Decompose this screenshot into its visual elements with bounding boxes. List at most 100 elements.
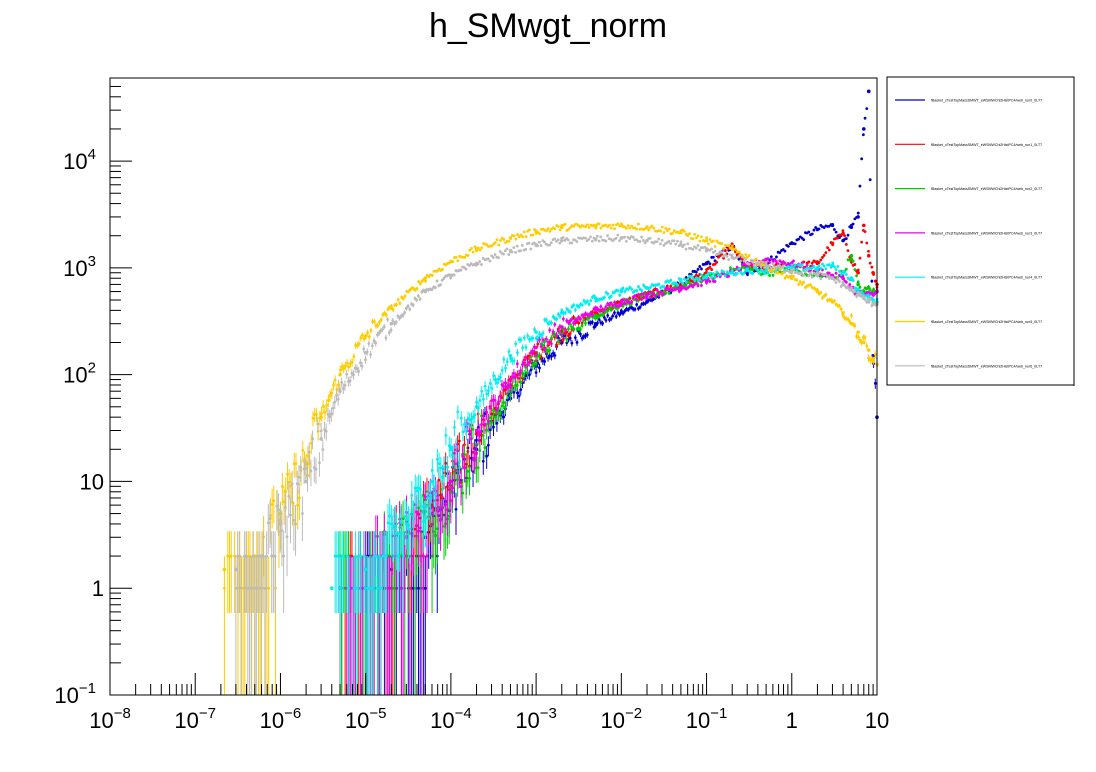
data-point — [537, 240, 541, 244]
data-point — [616, 289, 620, 293]
data-point — [628, 226, 632, 230]
data-point — [222, 567, 227, 572]
data-point — [667, 291, 671, 295]
data-point — [821, 256, 824, 259]
data-point — [616, 233, 620, 237]
data-point — [568, 336, 572, 340]
data-point — [223, 586, 226, 590]
data-point — [686, 277, 690, 281]
data-point — [637, 285, 640, 289]
data-point — [642, 292, 645, 296]
data-point — [326, 412, 330, 416]
data-point — [769, 257, 773, 261]
data-point — [575, 240, 579, 244]
data-point — [430, 479, 434, 484]
data-point — [413, 527, 417, 531]
data-point — [418, 297, 422, 301]
data-point — [425, 554, 429, 558]
data-point — [577, 321, 581, 325]
data-point — [277, 508, 280, 512]
data-point — [482, 397, 485, 401]
data-point — [601, 313, 604, 317]
data-point — [713, 276, 717, 279]
data-point — [718, 272, 722, 276]
data-point — [683, 229, 686, 233]
data-point — [456, 478, 460, 481]
data-point — [394, 320, 398, 324]
data-point — [480, 263, 483, 266]
data-point — [541, 338, 545, 342]
data-point — [401, 554, 405, 558]
data-point — [341, 387, 345, 390]
data-point — [608, 223, 611, 227]
data-point — [345, 361, 349, 365]
data-point — [563, 328, 567, 331]
data-point — [408, 288, 412, 292]
data-point — [417, 280, 421, 284]
data-point — [659, 229, 663, 233]
data-point — [468, 476, 471, 480]
data-point — [488, 406, 492, 410]
data-point — [468, 429, 471, 433]
data-point — [597, 239, 601, 243]
data-point — [329, 586, 334, 591]
data-point — [454, 445, 458, 449]
data-point — [768, 261, 772, 264]
data-point — [704, 261, 709, 266]
data-point — [371, 586, 375, 590]
data-point — [363, 334, 368, 338]
data-point — [665, 284, 669, 288]
data-point — [657, 283, 661, 286]
data-point — [771, 262, 775, 266]
data-point — [567, 321, 570, 325]
data-point — [686, 242, 690, 246]
data-point — [742, 259, 746, 263]
x-tick-label: 10−3 — [515, 705, 557, 733]
data-point — [531, 336, 535, 340]
data-point — [698, 278, 702, 282]
data-point — [499, 239, 502, 242]
data-point — [625, 298, 628, 302]
data-point — [849, 225, 854, 230]
data-point — [657, 293, 661, 297]
data-point — [850, 314, 853, 318]
data-point — [524, 355, 528, 359]
data-point — [793, 242, 797, 246]
data-point — [338, 372, 342, 377]
data-point — [404, 306, 408, 310]
data-point — [306, 474, 309, 477]
data-point — [545, 318, 548, 322]
data-point — [575, 318, 579, 321]
data-point — [619, 303, 623, 307]
data-point — [490, 421, 494, 424]
data-point — [696, 234, 700, 238]
data-point — [567, 228, 570, 231]
data-point — [416, 294, 420, 298]
data-point — [323, 411, 327, 414]
data-point — [640, 297, 644, 301]
data-point — [730, 255, 735, 260]
data-point — [763, 271, 766, 275]
data-point — [417, 506, 420, 510]
data-point — [499, 375, 502, 379]
data-point — [841, 231, 845, 236]
data-point — [783, 249, 787, 253]
data-point — [587, 302, 591, 306]
data-point — [396, 554, 400, 558]
data-point — [500, 368, 504, 372]
data-point — [725, 254, 729, 258]
data-point — [483, 446, 487, 450]
data-point — [599, 305, 603, 308]
data-point — [452, 471, 456, 475]
data-point — [352, 373, 355, 377]
data-point — [684, 280, 688, 284]
data-point — [260, 586, 263, 590]
data-point — [423, 495, 427, 499]
data-point — [309, 441, 313, 445]
data-point — [468, 248, 472, 252]
data-point — [507, 383, 511, 387]
data-point — [768, 264, 771, 268]
data-point — [805, 263, 809, 267]
data-point — [633, 294, 637, 298]
x-tick-label: 10−4 — [430, 705, 472, 733]
